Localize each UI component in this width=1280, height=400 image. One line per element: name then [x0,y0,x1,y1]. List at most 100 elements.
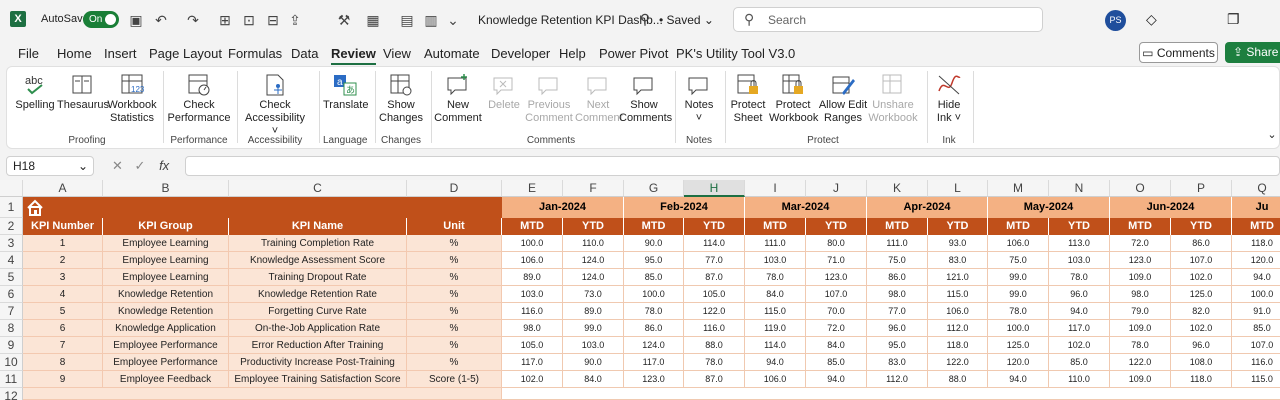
spelling-button[interactable]: abc Spelling [15,73,55,112]
value-cell[interactable]: 77.0 [684,252,745,269]
column-header-d[interactable]: D [407,180,502,197]
value-cell[interactable]: 122.0 [1110,354,1171,371]
column-header-a[interactable]: A [23,180,103,197]
redo-icon[interactable]: ↷ [187,12,199,28]
value-cell[interactable]: 111.0 [745,235,806,252]
column-header-k[interactable]: K [867,180,928,197]
kpi-unit-cell[interactable]: % [407,354,502,371]
value-cell[interactable]: 72.0 [806,320,867,337]
document-title[interactable]: Knowledge Retention KPI Dashb... [478,13,663,27]
tab-formulas[interactable]: Formulas [228,46,283,61]
value-cell[interactable]: 86.0 [624,320,684,337]
tab-insert[interactable]: Insert [104,46,137,61]
new-comment-button[interactable]: New Comment [433,73,483,125]
value-cell[interactable]: 78.0 [988,303,1049,320]
kpi-number-cell[interactable]: 7 [23,337,103,354]
value-cell[interactable]: 124.0 [624,337,684,354]
row-header-11[interactable]: 11 [0,371,23,388]
row-header-3[interactable]: 3 [0,235,23,252]
value-cell[interactable]: 98.0 [502,320,563,337]
value-cell[interactable]: 107.0 [1171,252,1232,269]
value-cell[interactable]: 106.0 [502,252,563,269]
kpi-number-cell[interactable]: 9 [23,371,103,388]
column-header-l[interactable]: L [928,180,988,197]
column-header-j[interactable]: J [806,180,867,197]
tab-view[interactable]: View [383,46,411,61]
kpi-number-cell[interactable]: 5 [23,303,103,320]
row-header-7[interactable]: 7 [0,303,23,320]
share-button[interactable]: ⇪ Share [1225,42,1280,63]
value-cell[interactable]: 123.0 [624,371,684,388]
empty-row[interactable] [23,388,502,400]
value-cell[interactable]: 71.0 [806,252,867,269]
row-header-10[interactable]: 10 [0,354,23,371]
value-cell[interactable]: 94.0 [806,371,867,388]
value-cell[interactable]: 99.0 [988,269,1049,286]
value-cell[interactable]: 112.0 [867,371,928,388]
value-cell[interactable]: 84.0 [806,337,867,354]
value-cell[interactable]: 111.0 [867,235,928,252]
thesaurus-button[interactable]: Thesaurus [57,73,109,112]
value-cell[interactable]: 109.0 [1110,320,1171,337]
value-cell[interactable]: 113.0 [1049,235,1110,252]
column-header-f[interactable]: F [563,180,624,197]
value-cell[interactable]: 117.0 [502,354,563,371]
value-cell[interactable]: 114.0 [745,337,806,354]
value-cell[interactable]: 115.0 [928,286,988,303]
value-cell[interactable]: 114.0 [684,235,745,252]
value-cell[interactable]: 80.0 [806,235,867,252]
kpi-unit-cell[interactable]: % [407,286,502,303]
value-cell[interactable]: 85.0 [806,354,867,371]
tab-page-layout[interactable]: Page Layout [149,46,223,61]
value-cell[interactable]: 91.0 [1232,303,1280,320]
workbook-statistics-button[interactable]: 123 Workbook Statistics [107,73,157,125]
value-cell[interactable]: 87.0 [684,269,745,286]
value-cell[interactable]: 119.0 [745,320,806,337]
value-cell[interactable]: 96.0 [1049,286,1110,303]
value-cell[interactable]: 125.0 [988,337,1049,354]
table-icon[interactable]: ▤ [400,12,414,28]
value-cell[interactable]: 100.0 [624,286,684,303]
show-changes-button[interactable]: Show Changes [379,73,423,125]
customize-qat-icon[interactable]: ⌄ [447,12,459,28]
value-cell[interactable]: 110.0 [563,235,624,252]
show-comments-button[interactable]: Show Comments [619,73,672,125]
value-cell[interactable]: 116.0 [502,303,563,320]
value-cell[interactable]: 100.0 [988,320,1049,337]
value-cell[interactable]: 103.0 [1049,252,1110,269]
value-cell[interactable]: 90.0 [563,354,624,371]
value-cell[interactable]: 117.0 [1049,320,1110,337]
value-cell[interactable]: 89.0 [563,303,624,320]
formula-input[interactable] [185,156,1280,176]
value-cell[interactable]: 103.0 [745,252,806,269]
kpi-number-cell[interactable]: 4 [23,286,103,303]
value-cell[interactable]: 79.0 [1110,303,1171,320]
value-cell[interactable]: 106.0 [745,371,806,388]
value-cell[interactable]: 116.0 [684,320,745,337]
value-cell[interactable]: 95.0 [624,252,684,269]
value-cell[interactable]: 109.0 [1110,269,1171,286]
value-cell[interactable]: 102.0 [1171,320,1232,337]
value-cell[interactable]: 98.0 [867,286,928,303]
cancel-icon[interactable]: ✕ [112,158,123,173]
column-header-b[interactable]: B [103,180,229,197]
value-cell[interactable]: 83.0 [867,354,928,371]
tab-developer[interactable]: Developer [491,46,551,61]
avatar[interactable]: PS [1105,10,1126,31]
tab-file[interactable]: File [18,46,39,61]
value-cell[interactable]: 98.0 [1110,286,1171,303]
kpi-unit-cell[interactable]: Score (1-5) [407,371,502,388]
borders-icon[interactable]: ⊞ [219,12,231,28]
row-header-4[interactable]: 4 [0,252,23,269]
kpi-group-cell[interactable]: Employee Performance [103,337,229,354]
kpi-name-cell[interactable]: Training Completion Rate [229,235,407,252]
value-cell[interactable]: 78.0 [745,269,806,286]
kpi-number-cell[interactable]: 8 [23,354,103,371]
value-cell[interactable]: 125.0 [1171,286,1232,303]
row-header-2[interactable]: 2 [0,218,23,235]
value-cell[interactable]: 94.0 [745,354,806,371]
value-cell[interactable]: 102.0 [1049,337,1110,354]
value-cell[interactable]: 100.0 [502,235,563,252]
row-header-1[interactable]: 1 [0,197,23,218]
value-cell[interactable]: 102.0 [1171,269,1232,286]
